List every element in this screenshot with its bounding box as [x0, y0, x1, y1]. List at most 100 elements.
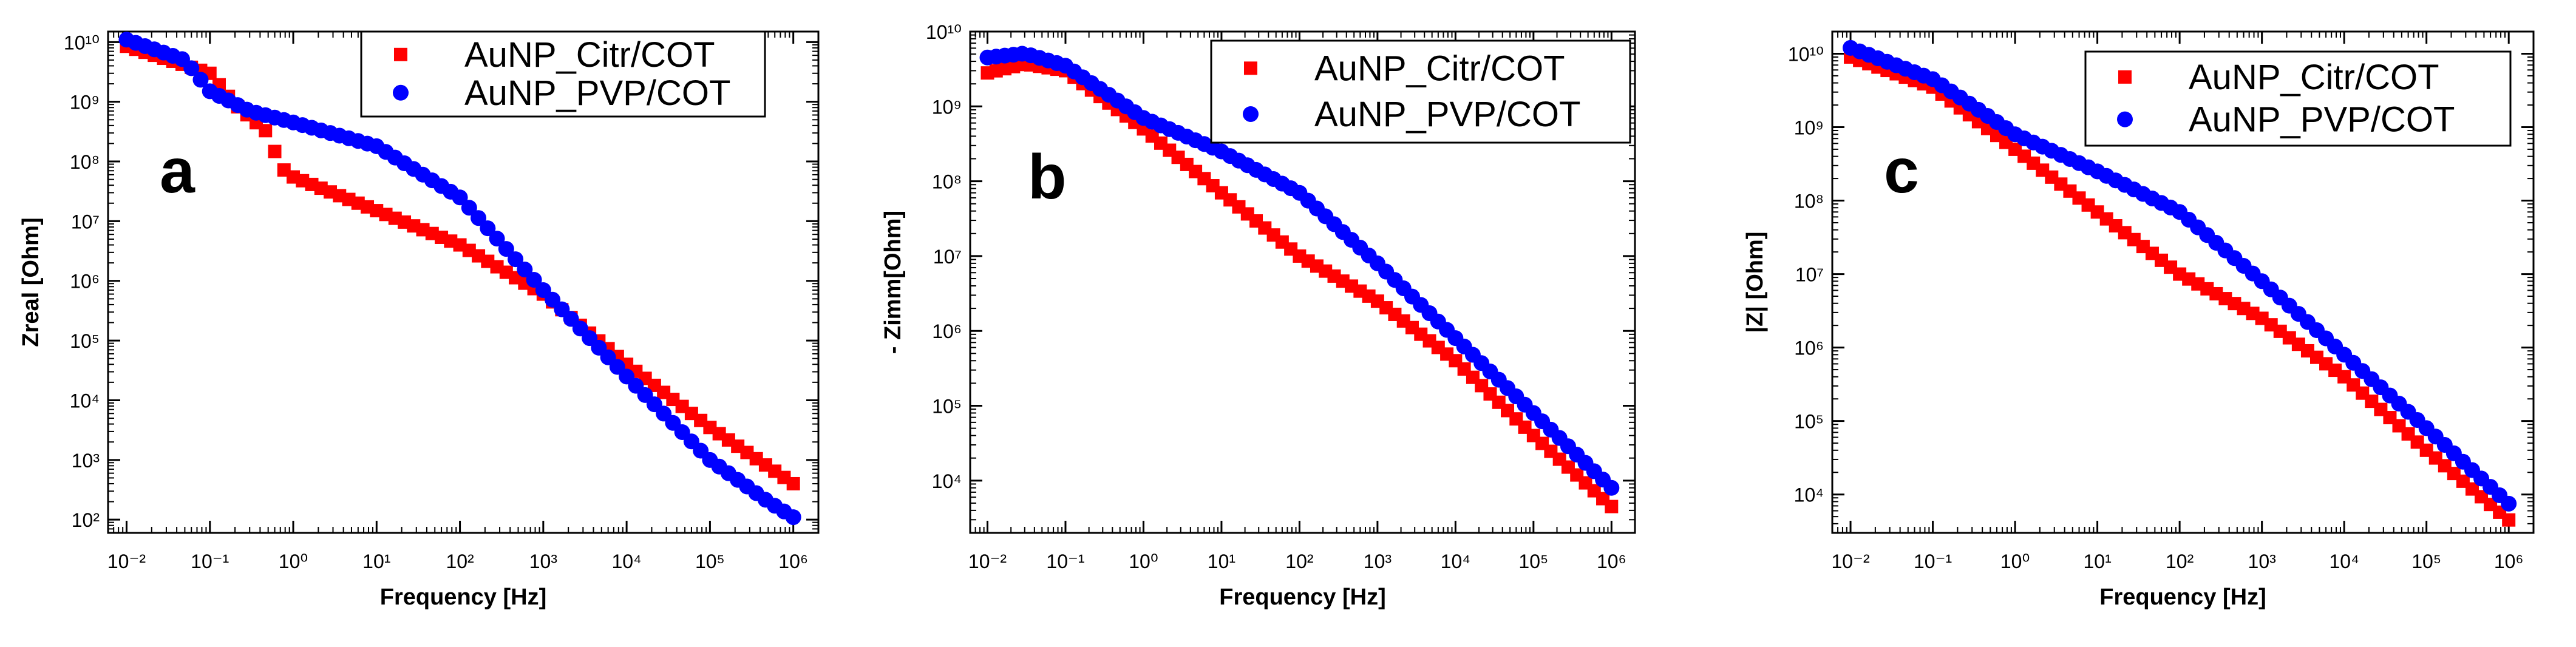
y-axis-title: |Z| [Ohm] — [1742, 232, 1768, 333]
x-tick-label: 10⁰ — [2000, 550, 2030, 572]
x-tick-label: 10⁻² — [968, 550, 1007, 572]
legend-label: AuNP_Citr/COT — [464, 35, 715, 75]
x-tick-label: 10⁶ — [778, 550, 808, 572]
data-point — [517, 262, 533, 278]
y-tick-label: 10⁴ — [1794, 484, 1824, 506]
x-tick-label: 10⁻² — [107, 550, 146, 572]
y-tick-label: 10⁵ — [1794, 411, 1824, 433]
series-pvp — [979, 46, 1620, 496]
series-pvp — [1843, 39, 2517, 512]
x-tick-label: 10⁻² — [1831, 550, 1869, 572]
legend-marker-circle — [1243, 106, 1259, 122]
legend-label: AuNP_PVP/COT — [1314, 95, 1580, 134]
x-tick-label: 10¹ — [362, 550, 390, 572]
plot-frame — [1831, 30, 2535, 534]
x-tick-label: 10⁴ — [1441, 550, 1470, 572]
data-point — [480, 220, 496, 237]
legend-label: AuNP_PVP/COT — [464, 73, 730, 113]
chart-panel-a: 10⁻² 10⁻¹ 10⁰ 10¹ 10² 10³ 10⁴ 10⁵ 10⁶ 10² 10³ 10⁴ 10… — [18, 30, 820, 610]
y-tick-label: 10⁶ — [1794, 337, 1824, 359]
y-tick-label: 10⁶ — [70, 271, 100, 293]
data-point — [1605, 500, 1619, 513]
data-point — [526, 272, 542, 288]
y-tick-label: 10⁷ — [71, 211, 100, 232]
x-tick-label: 10¹ — [1208, 550, 1235, 572]
x-axis-title: Frequency [Hz] — [380, 584, 546, 610]
y-tick-label: 10⁴ — [932, 470, 962, 492]
y-tick-label: 10⁴ — [70, 390, 100, 412]
y-axis-title: Zreal [Ohm] — [18, 217, 44, 347]
x-tick-label: 10⁻¹ — [191, 550, 229, 572]
series-pvp — [118, 32, 801, 526]
data-point — [1603, 479, 1620, 496]
panel-letter: a — [160, 136, 195, 206]
y-tick-label: 10¹⁰ — [64, 32, 100, 53]
chart-panel-c: 10⁻² 10⁻¹ 10⁰ 10¹ 10² 10³ 10⁴ 10⁵ 10⁶ 10⁴ 10⁵ 10⁶ 10… — [1742, 30, 2535, 610]
x-tick-label: 10⁻¹ — [1046, 550, 1084, 572]
data-point — [489, 231, 505, 247]
legend-box — [2084, 50, 2512, 147]
x-tick-label: 10⁵ — [695, 550, 725, 572]
y-tick-label: 10⁸ — [932, 171, 962, 193]
data-point — [508, 251, 524, 268]
data-point — [192, 72, 209, 88]
y-tick-label: 10⁸ — [70, 151, 100, 173]
data-point — [2502, 513, 2516, 527]
panel-letter: b — [1028, 142, 1067, 212]
x-tick-label: 10² — [1285, 550, 1314, 572]
x-axis-title: Frequency [Hz] — [1219, 584, 1385, 610]
x-tick-label: 10⁵ — [1518, 550, 1548, 572]
data-point — [461, 200, 477, 216]
x-tick-label: 10⁶ — [1597, 550, 1626, 572]
x-tick-label: 10⁴ — [611, 550, 641, 572]
y-tick-label: 10⁸ — [1794, 191, 1824, 212]
legend-box — [360, 30, 766, 118]
x-tick-label: 10² — [446, 550, 474, 572]
y-axis-title: - Zimm[Ohm] — [880, 211, 906, 354]
y-tick-label: 10⁹ — [70, 92, 100, 113]
legend-marker-square — [2118, 70, 2132, 84]
x-tick-label: 10⁵ — [2411, 550, 2441, 572]
x-tick-label: 10⁰ — [1129, 550, 1158, 572]
y-tick-label: 10¹⁰ — [926, 21, 962, 43]
legend-marker-circle — [2117, 111, 2133, 127]
y-tick-label: 10⁷ — [1795, 264, 1824, 286]
data-point — [268, 144, 282, 158]
y-tick-label: 10⁵ — [932, 396, 962, 418]
x-tick-label: 10⁻¹ — [1914, 550, 1952, 572]
x-tick-label: 10³ — [529, 550, 558, 572]
data-point — [452, 189, 468, 206]
y-tick-label: 10⁹ — [932, 96, 962, 118]
x-tick-label: 10⁴ — [2329, 550, 2359, 572]
plot-frame — [969, 30, 1636, 534]
y-tick-label: 10⁶ — [932, 320, 962, 342]
x-axis-title: Frequency [Hz] — [2099, 584, 2266, 610]
data-point — [471, 210, 487, 226]
x-tick-label: 10² — [2166, 550, 2194, 572]
legend-marker-square — [1244, 61, 1257, 75]
y-tick-label: 10³ — [72, 450, 100, 472]
legend-marker-circle — [393, 84, 409, 101]
data-point — [183, 60, 200, 76]
legend-label: AuNP_Citr/COT — [1314, 49, 1565, 88]
legend-label: AuNP_Citr/COT — [2189, 58, 2439, 97]
data-point — [498, 241, 514, 257]
x-tick-label: 10⁶ — [2494, 550, 2524, 572]
y-tick-label: 10⁵ — [70, 330, 100, 352]
panel-letter: c — [1884, 136, 1919, 206]
data-point — [259, 124, 273, 138]
legend-marker-square — [394, 47, 407, 61]
y-tick-label: 10¹⁰ — [1788, 43, 1824, 65]
y-tick-label: 10⁹ — [1794, 117, 1824, 138]
x-tick-label: 10⁰ — [279, 550, 308, 572]
x-tick-label: 10¹ — [2083, 550, 2111, 572]
legend-box — [1210, 39, 1631, 144]
y-tick-label: 10² — [72, 509, 100, 531]
x-tick-label: 10³ — [1364, 550, 1392, 572]
data-point — [786, 476, 800, 490]
legend-label: AuNP_PVP/COT — [2189, 100, 2455, 140]
legend: AuNP_Citr/COT AuNP_PVP/COT — [1210, 39, 1631, 144]
